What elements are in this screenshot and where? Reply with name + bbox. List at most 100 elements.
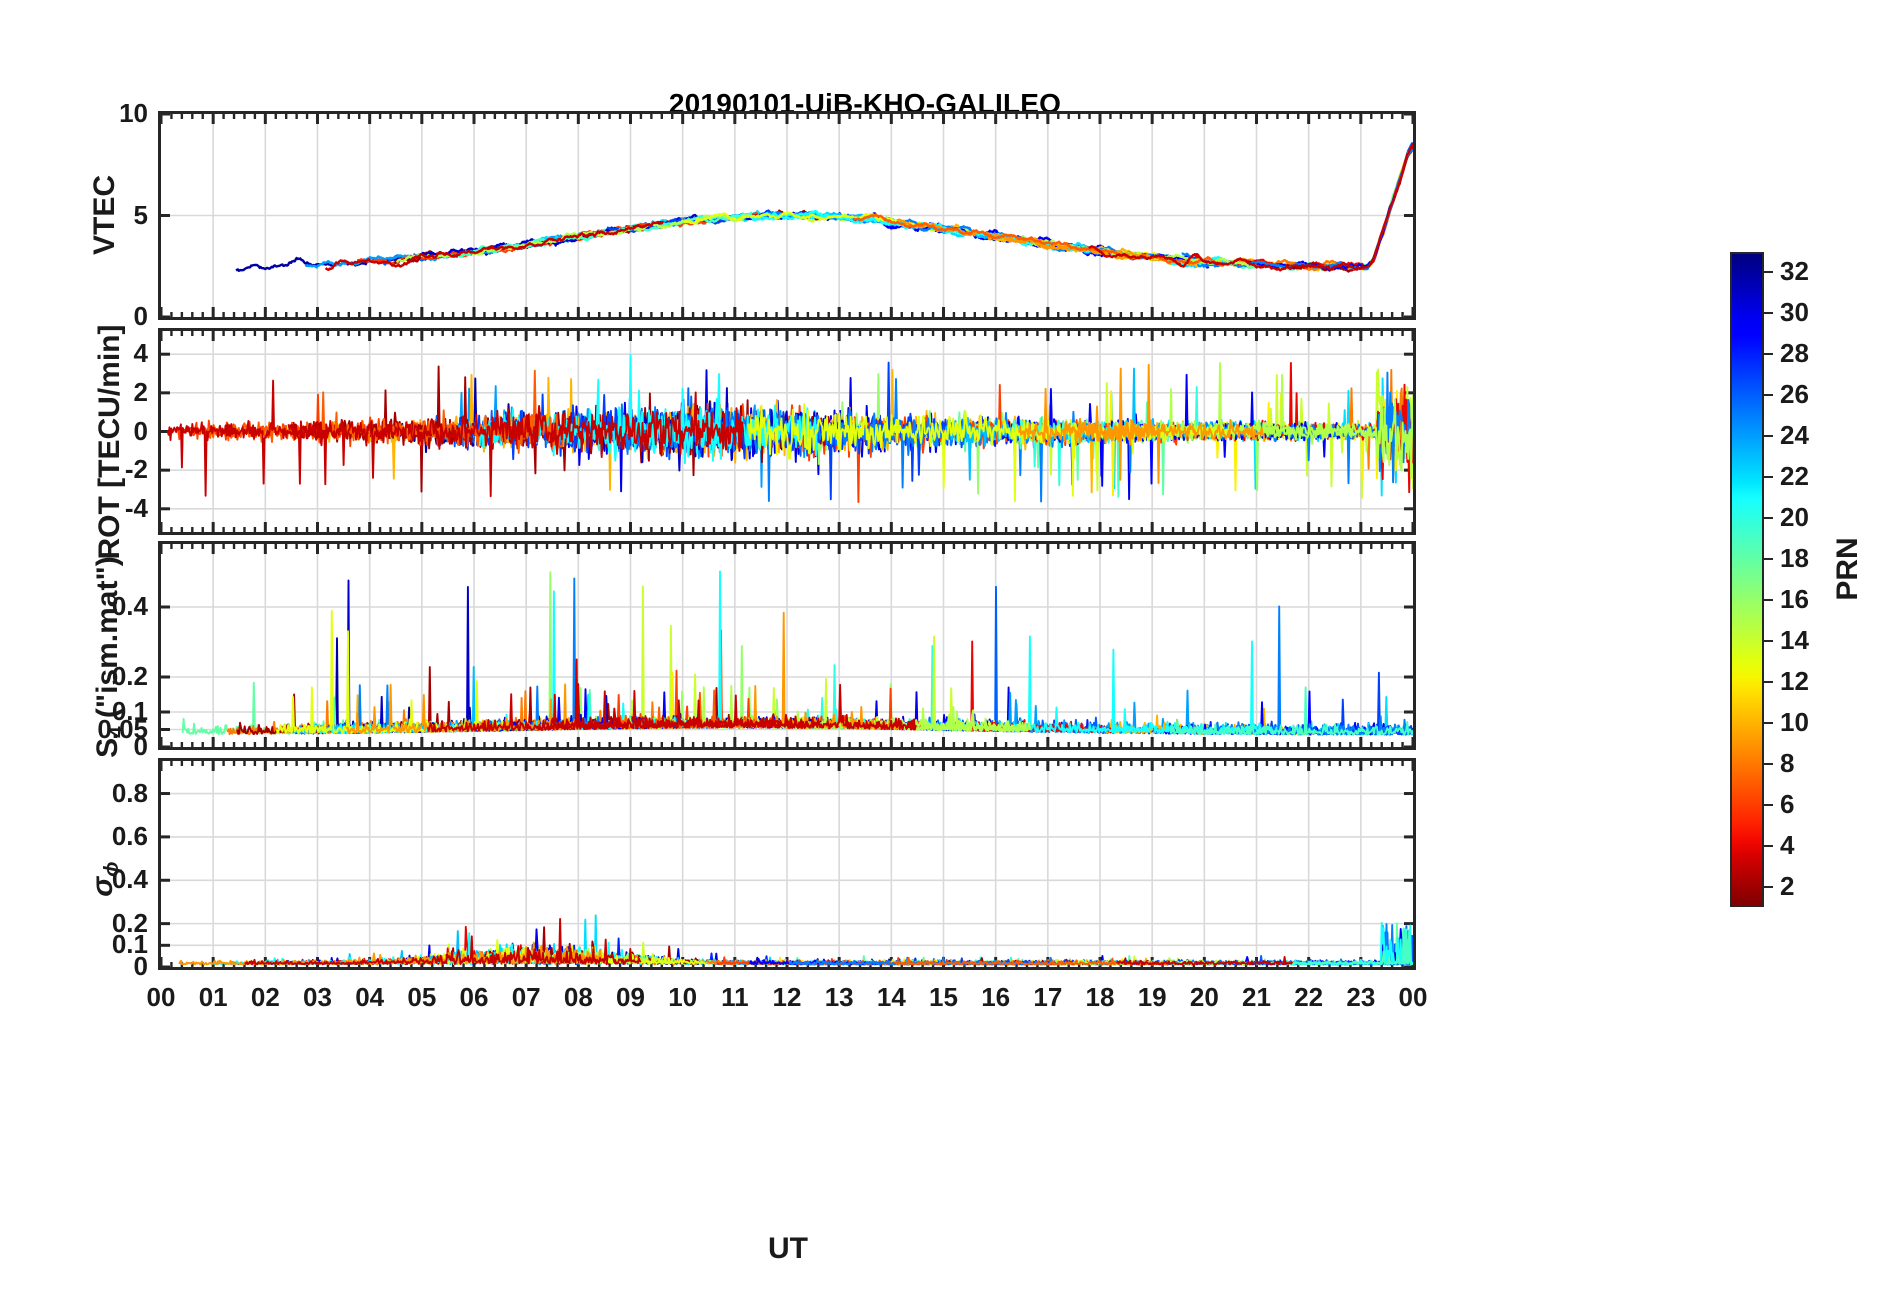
xtick-label: 00 xyxy=(146,982,176,1012)
ytick-rot: 2 xyxy=(133,376,148,407)
colorbar-tickmark xyxy=(1764,598,1773,601)
colorbar-tickmark xyxy=(1764,476,1773,479)
colorbar-tickmark xyxy=(1764,435,1773,438)
colorbar-tick-label: 24 xyxy=(1780,420,1809,451)
ytick-sigma_phi: 0 xyxy=(133,951,148,981)
colorbar-tickmark xyxy=(1764,558,1773,561)
xtick-label: 11 xyxy=(721,982,749,1012)
ytick-rot: -4 xyxy=(124,492,148,523)
colorbar-tickmark xyxy=(1764,639,1773,642)
plot-area-sigma_phi xyxy=(161,761,1413,967)
series-prn-31 xyxy=(1115,956,1294,966)
panel-rot xyxy=(158,328,1416,535)
series-prn-31 xyxy=(324,220,664,271)
colorbar-tickmark xyxy=(1764,762,1773,765)
xtick-label: 19 xyxy=(1137,982,1167,1012)
ytick-sigma_phi: 0.4 xyxy=(111,864,148,895)
xtick-label: 16 xyxy=(981,982,1011,1012)
ytick-sigma_phi: 0.2 xyxy=(111,907,148,938)
xtick-label: 13 xyxy=(824,982,854,1012)
xtick-label: 07 xyxy=(511,982,541,1012)
panel-sigma-phi xyxy=(158,758,1416,970)
colorbar-tick-label: 14 xyxy=(1780,624,1809,655)
xtick-label: 15 xyxy=(929,982,958,1012)
panel-s4 xyxy=(158,541,1416,750)
ytick-s4: 0.4 xyxy=(111,591,148,621)
plot-area-vtec xyxy=(161,114,1413,317)
xtick-label: 08 xyxy=(563,982,593,1012)
series-prn-9 xyxy=(335,577,720,735)
colorbar-tick-label: 30 xyxy=(1780,297,1809,328)
colorbar-tick-label: 6 xyxy=(1780,788,1795,819)
series-prn-25 xyxy=(1073,367,1266,484)
series-prn-31 xyxy=(244,917,642,966)
xtick-label: 21 xyxy=(1242,982,1271,1012)
colorbar-tickmark xyxy=(1764,803,1773,806)
series-prn-32 xyxy=(1285,145,1413,273)
colorbar-tickmark xyxy=(1764,885,1773,888)
series-prn-31 xyxy=(287,391,745,498)
xtick-label: 22 xyxy=(1294,982,1324,1012)
series-prn-30 xyxy=(1194,147,1413,270)
series-prn-9 xyxy=(1214,605,1413,736)
plot-area-rot xyxy=(161,331,1413,532)
colorbar-tickmark xyxy=(1764,517,1773,520)
series-prn-25 xyxy=(1018,363,1161,481)
xtick-label: 14 xyxy=(876,982,906,1012)
ytick-rot: 4 xyxy=(133,338,148,369)
xtick-label: 20 xyxy=(1189,982,1219,1012)
colorbar-tickmark xyxy=(1764,353,1773,356)
colorbar-tick-label: 20 xyxy=(1780,502,1809,533)
xtick-label: 00 xyxy=(1398,982,1428,1012)
colorbar[interactable]: PRN 32 30 28 26 24 22 20 18 16 14 12 10 8 6 4 2 xyxy=(1730,252,1870,907)
xtick-label: 18 xyxy=(1085,982,1115,1012)
series-prn-15 xyxy=(1169,686,1413,736)
ytick-s4: 0.05 xyxy=(97,713,148,744)
colorbar-tickmark xyxy=(1764,680,1773,683)
colorbar-tickmark xyxy=(1764,271,1773,274)
xtick-label: 01 xyxy=(198,982,228,1012)
xtick-label: 03 xyxy=(303,982,332,1012)
series-prn-9 xyxy=(1181,148,1413,271)
xtick-label: 17 xyxy=(1033,982,1063,1012)
xtick-label: 12 xyxy=(772,982,802,1012)
series-prn-30 xyxy=(964,640,1114,734)
series-prn-16 xyxy=(1222,145,1413,271)
xtick-label: 10 xyxy=(668,982,698,1012)
plot-area-s4 xyxy=(161,544,1413,747)
ytick-sigma_phi: 0.1 xyxy=(111,929,148,960)
colorbar-tick-label: 16 xyxy=(1780,583,1809,614)
series-prn-27 xyxy=(852,213,1222,267)
series-prn-15 xyxy=(1270,927,1413,966)
colorbar-tick-label: 22 xyxy=(1780,461,1809,492)
xtick-label: 04 xyxy=(355,982,385,1012)
xtick-label: 05 xyxy=(407,982,437,1012)
series-prn-8 xyxy=(1232,141,1413,271)
colorbar-tick-label: 4 xyxy=(1780,829,1795,860)
colorbar-tickmark xyxy=(1764,721,1773,724)
colorbar-tick-label: 2 xyxy=(1780,870,1795,901)
xtick-label: 06 xyxy=(459,982,489,1012)
xtick-label: 02 xyxy=(250,982,280,1012)
colorbar-tickmark xyxy=(1764,312,1773,315)
series-prn-31 xyxy=(426,658,917,733)
xtick-label: 09 xyxy=(616,982,645,1012)
ytick-vtec: 0 xyxy=(133,301,148,331)
ytick-rot: 0 xyxy=(133,415,148,446)
colorbar-tick-label: 28 xyxy=(1780,338,1809,369)
series-prn-31 xyxy=(1087,142,1413,272)
colorbar-gradient xyxy=(1730,252,1764,907)
ytick-rot: -2 xyxy=(124,454,148,485)
panel-s4-ylabel: S4 ("ism.mat") xyxy=(90,556,129,758)
series-prn-9 xyxy=(1092,923,1413,966)
panel-vtec xyxy=(158,111,1416,320)
x-axis-label: UT xyxy=(768,1232,808,1265)
colorbar-tick-label: 18 xyxy=(1780,543,1809,574)
colorbar-tick-label: 12 xyxy=(1780,665,1809,696)
ytick-s4: 0 xyxy=(133,731,148,761)
series-prn-31 xyxy=(166,379,332,497)
colorbar-tick-label: 32 xyxy=(1780,256,1809,287)
ytick-s4: 0.1 xyxy=(111,696,148,726)
colorbar-tickmark xyxy=(1764,394,1773,397)
